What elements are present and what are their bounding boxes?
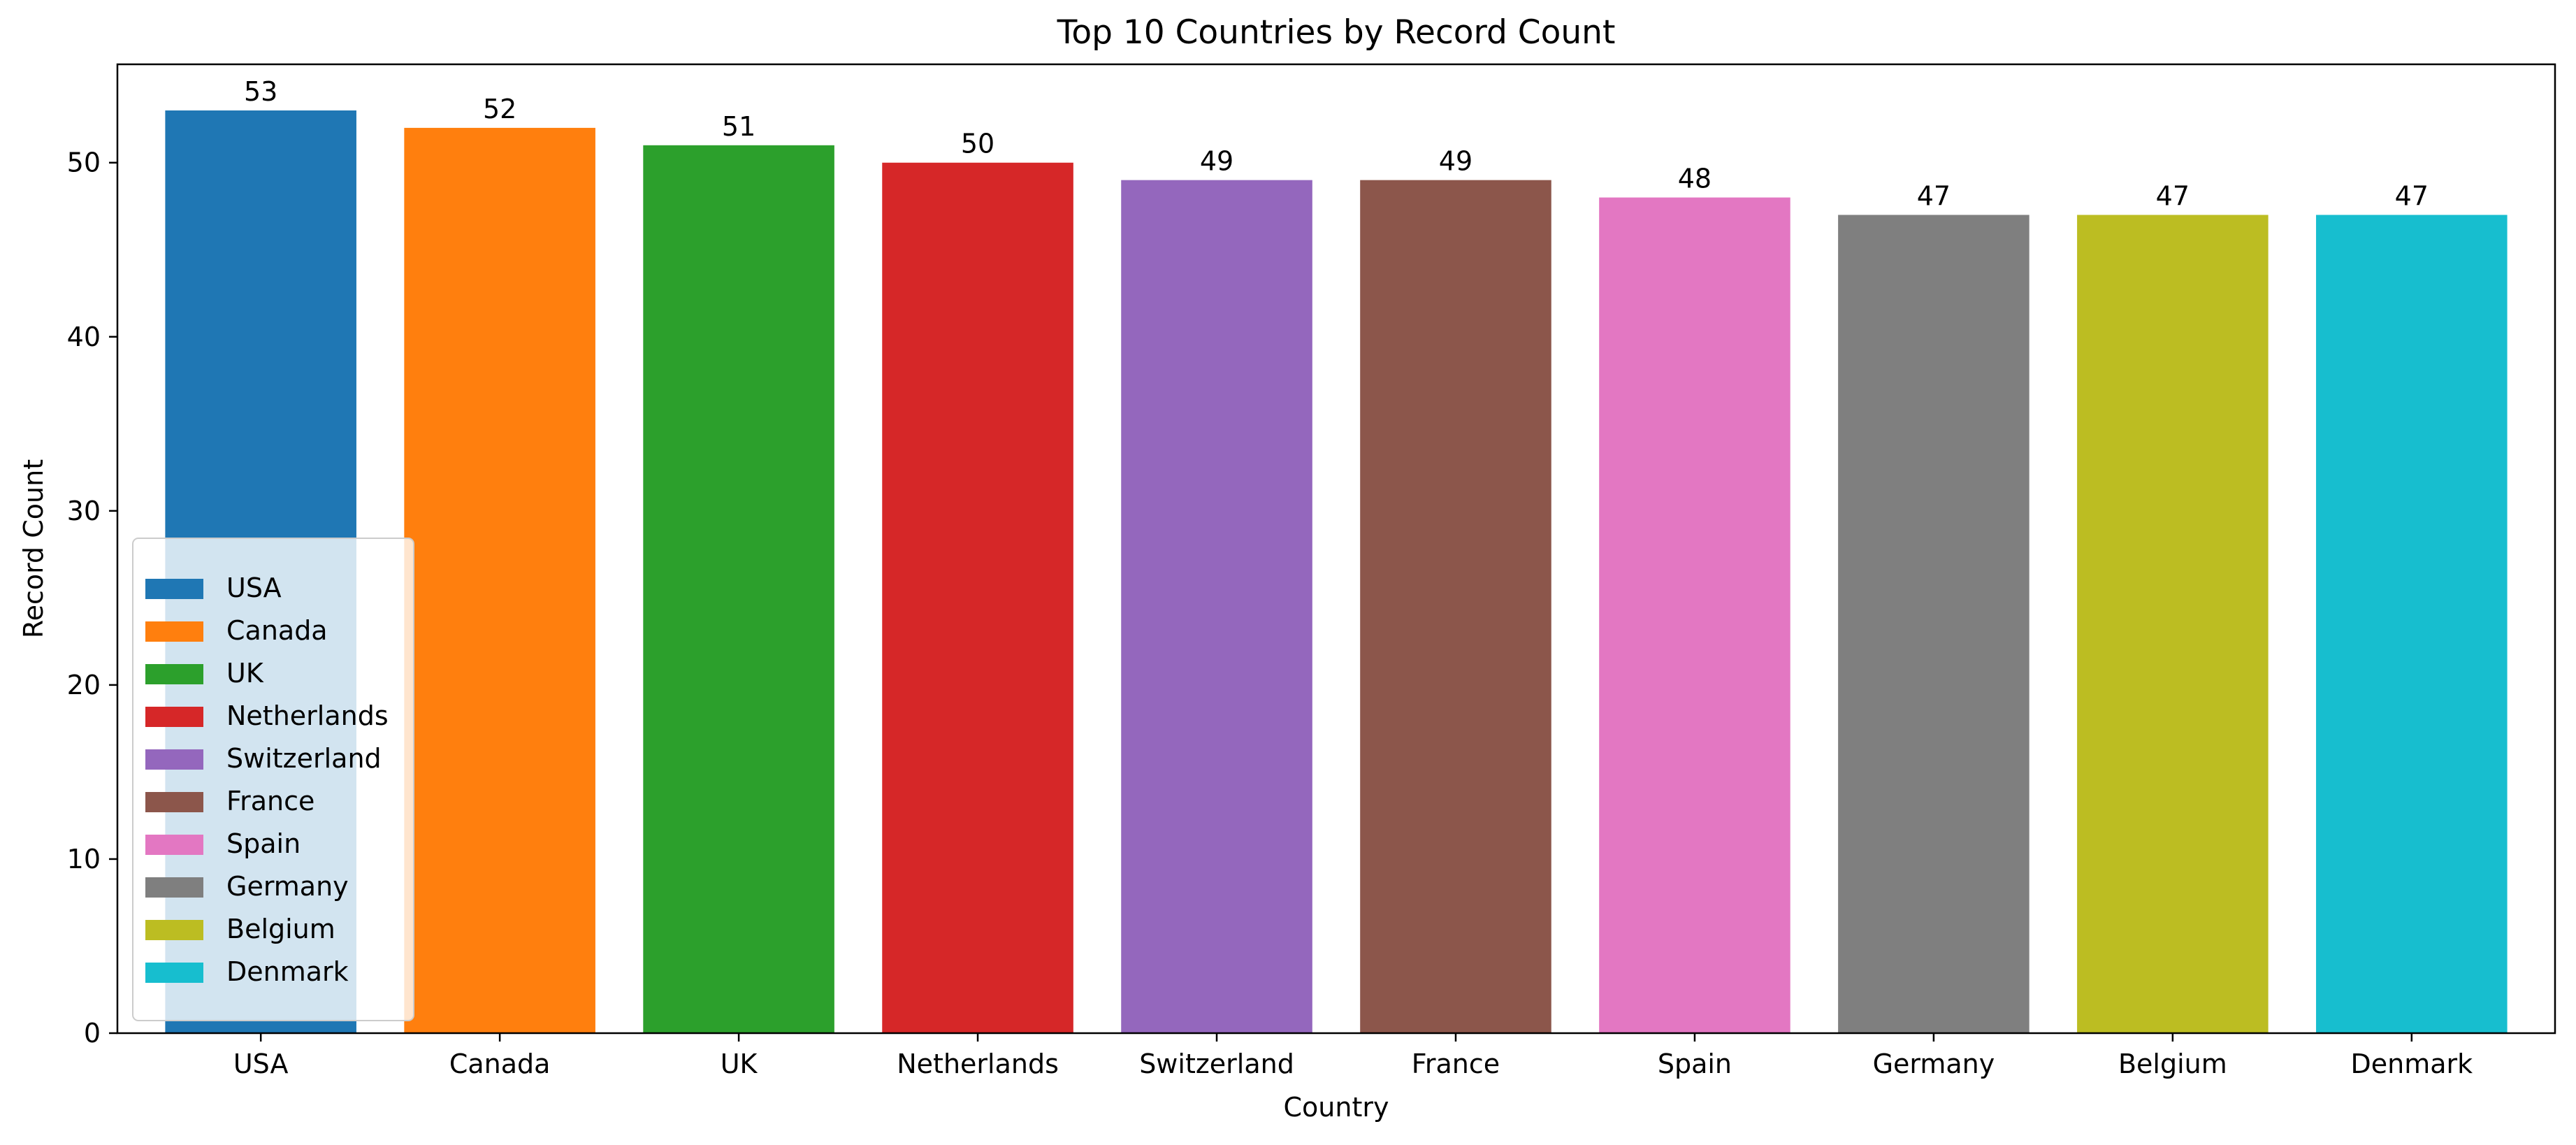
legend-label-netherlands: Netherlands [226,700,389,731]
plot-frame [116,63,2556,1035]
bar-france [1360,180,1551,1033]
data-labels-layer: 53 52 51 50 49 49 48 47 47 47 [244,76,2429,211]
x-tick-label-netherlands: Netherlands [897,1049,1059,1079]
legend-label-uk: UK [226,658,264,689]
legend-label-canada: Canada [226,615,328,646]
bar-uk [643,145,834,1034]
x-tick-label-usa: USA [233,1049,289,1079]
bar-germany [1838,215,2029,1033]
x-tick-label-france: France [1412,1049,1500,1079]
y-tick-label: 10 [67,844,101,874]
bar-netherlands [882,162,1073,1033]
bar-spain [1599,197,1790,1033]
x-tick-label-spain: Spain [1658,1049,1732,1079]
legend-swatch-germany [145,877,203,898]
legend-swatch-netherlands [145,707,203,727]
legend-swatch-switzerland [145,749,203,770]
legend-swatch-denmark [145,963,203,983]
x-axis-label: Country [1284,1092,1389,1123]
x-tick-label-switzerland: Switzerland [1139,1049,1294,1079]
legend-swatch-spain [145,835,203,855]
chart-title: Top 10 Countries by Record Count [1057,13,1616,52]
bar-canada [404,127,595,1034]
data-label-denmark: 47 [2395,180,2429,211]
y-tick-label: 20 [67,670,101,700]
legend-label-germany: Germany [226,871,349,902]
y-axis-label: Record Count [18,459,49,638]
legend-swatch-uk [145,664,203,684]
legend: USA Canada UK Netherlands Switzerland France S… [132,538,414,1021]
axes-layer: 0 10 20 30 40 50 USA Canada UK Netherlands Switzer… [67,63,2556,1079]
data-label-usa: 53 [244,76,277,107]
legend-swatch-canada [145,621,203,642]
legend-label-switzerland: Switzerland [226,743,382,774]
x-tick-label-germany: Germany [1873,1049,1995,1079]
data-label-uk: 51 [722,111,755,142]
legend-label-belgium: Belgium [226,914,335,944]
bars-layer [165,110,2508,1034]
data-label-belgium: 47 [2156,180,2190,211]
bar-switzerland [1121,180,1312,1033]
y-tick-label: 40 [67,322,101,352]
legend-label-spain: Spain [226,828,301,859]
legend-label-denmark: Denmark [226,956,349,987]
data-label-germany: 47 [1917,180,1951,211]
bar-denmark [2316,215,2508,1033]
legend-box [132,538,414,1021]
y-tick-label: 50 [67,147,101,178]
legend-swatch-usa [145,579,203,599]
data-label-spain: 48 [1678,164,1712,194]
legend-swatch-belgium [145,920,203,940]
legend-label-usa: USA [226,572,282,603]
x-tick-label-denmark: Denmark [2350,1049,2473,1079]
legend-swatch-france [145,792,203,812]
x-tick-label-belgium: Belgium [2118,1049,2227,1079]
x-tick-label-uk: UK [721,1049,758,1079]
data-label-switzerland: 49 [1200,146,1233,177]
y-tick-label: 30 [67,496,101,526]
data-label-france: 49 [1439,146,1472,177]
bar-belgium [2077,215,2269,1033]
data-label-canada: 52 [483,94,516,124]
legend-label-france: France [226,786,314,816]
data-label-netherlands: 50 [961,129,994,159]
x-tick-label-canada: Canada [449,1049,551,1079]
y-tick-label: 0 [84,1018,101,1049]
